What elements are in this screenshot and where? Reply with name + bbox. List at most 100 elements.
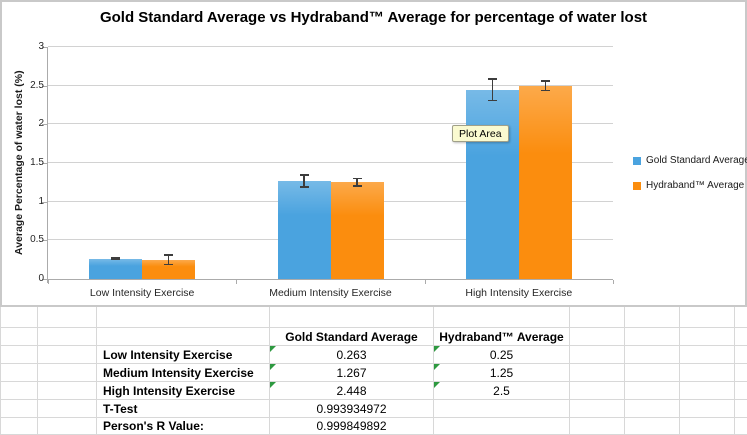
legend-swatch-icon (633, 181, 641, 190)
row-label-cell[interactable]: Medium Intensity Exercise (97, 364, 270, 382)
table-cell[interactable] (38, 346, 97, 364)
table-cell[interactable] (735, 418, 747, 435)
plot-area[interactable] (42, 46, 614, 284)
value-cell[interactable]: 1.25 (434, 364, 570, 382)
y-axis-line (47, 47, 48, 283)
table-cell[interactable] (735, 328, 747, 346)
table-cell[interactable] (97, 307, 270, 328)
bar[interactable] (89, 258, 143, 280)
error-bar-cap (111, 257, 121, 259)
table-cell[interactable] (0, 364, 38, 382)
table-cell[interactable] (38, 400, 97, 418)
table-cell[interactable] (680, 382, 735, 400)
table-cell[interactable] (570, 400, 625, 418)
bar[interactable] (330, 182, 384, 279)
table-header-cell[interactable]: Hydraband™ Average (434, 328, 570, 346)
bar[interactable] (465, 89, 519, 280)
table-cell[interactable] (625, 418, 680, 435)
error-bar-line (167, 254, 170, 266)
spreadsheet: Gold Standard Average Hydraband™ Average L… (0, 307, 747, 435)
error-bar-cap (164, 254, 174, 256)
table-cell[interactable] (625, 307, 680, 328)
table-cell[interactable] (0, 400, 38, 418)
error-bar-cap (352, 177, 362, 180)
table-cell[interactable] (97, 328, 270, 346)
row-label-cell[interactable]: T-Test (97, 400, 270, 418)
y-tick-label: 0 (38, 273, 44, 284)
error-bar-cap (352, 185, 362, 187)
row-label-cell[interactable]: High Intensity Exercise (97, 382, 270, 400)
table-cell[interactable] (0, 382, 38, 400)
table-cell[interactable] (680, 307, 735, 328)
legend-item[interactable]: Gold Standard Average (633, 155, 747, 166)
legend-item-label: Gold Standard Average (646, 155, 747, 166)
table-cell[interactable] (570, 328, 625, 346)
table-cell[interactable] (0, 307, 38, 328)
table-cell[interactable] (625, 328, 680, 346)
legend-swatch-icon (633, 156, 641, 165)
bar[interactable] (142, 259, 196, 280)
table-cell[interactable] (625, 382, 680, 400)
table-cell[interactable] (680, 418, 735, 435)
table-cell[interactable] (434, 307, 570, 328)
table-cell[interactable] (570, 346, 625, 364)
error-bar-line (356, 177, 358, 187)
table-row: High Intensity Exercise 2.448 2.5 (0, 382, 747, 400)
legend[interactable]: Gold Standard Average Hydraband™ Average (633, 155, 747, 205)
table-cell[interactable] (625, 346, 680, 364)
table-header-cell[interactable]: Gold Standard Average (270, 328, 434, 346)
value-cell[interactable]: 2.5 (434, 382, 570, 400)
row-label-cell[interactable]: Person's R Value: (97, 418, 270, 435)
table-cell[interactable] (270, 307, 434, 328)
table-cell[interactable] (735, 346, 747, 364)
table-row: Person's R Value: 0.999849892 (0, 418, 747, 435)
table-cell[interactable] (570, 364, 625, 382)
table-cell[interactable] (0, 418, 38, 435)
table-cell[interactable] (570, 418, 625, 435)
table-row (0, 307, 747, 328)
bar[interactable] (518, 85, 572, 280)
value-cell[interactable]: 0.993934972 (270, 400, 434, 418)
table-cell[interactable] (735, 307, 747, 328)
value-cell[interactable]: 1.267 (270, 364, 434, 382)
table-cell[interactable] (0, 328, 38, 346)
value-cell[interactable] (434, 418, 570, 435)
value-cell[interactable]: 0.263 (270, 346, 434, 364)
error-bar-cap (299, 174, 309, 176)
table-cell[interactable] (680, 364, 735, 382)
table-cell[interactable] (735, 382, 747, 400)
value-cell[interactable]: 0.25 (434, 346, 570, 364)
table-cell[interactable] (38, 307, 97, 328)
table-row: Low Intensity Exercise 0.263 0.25 (0, 346, 747, 364)
value-cell[interactable] (434, 400, 570, 418)
table-cell[interactable] (680, 346, 735, 364)
table-cell[interactable] (0, 346, 38, 364)
value-cell[interactable]: 0.999849892 (270, 418, 434, 435)
table-cell[interactable] (735, 364, 747, 382)
chart-container[interactable]: Gold Standard Average vs Hydraband™ Aver… (0, 0, 747, 307)
table-cell[interactable] (680, 328, 735, 346)
y-axis-tick (42, 240, 47, 242)
table-cell[interactable] (625, 364, 680, 382)
error-bar-cap (540, 89, 550, 92)
legend-item[interactable]: Hydraband™ Average (633, 180, 747, 191)
y-tick-label: 2 (38, 118, 44, 130)
row-label-cell[interactable]: Low Intensity Exercise (97, 346, 270, 364)
table-cell[interactable] (735, 400, 747, 418)
table-cell[interactable] (38, 418, 97, 435)
table-cell[interactable] (570, 382, 625, 400)
table-cell[interactable] (38, 364, 97, 382)
value-cell[interactable]: 2.448 (270, 382, 434, 400)
table-cell[interactable] (38, 328, 97, 346)
y-axis-tick (42, 201, 47, 203)
table-cell[interactable] (625, 400, 680, 418)
bar[interactable] (277, 181, 331, 279)
table-row: T-Test 0.993934972 (0, 400, 747, 418)
chart-title[interactable]: Gold Standard Average vs Hydraband™ Aver… (99, 9, 648, 26)
table-cell[interactable] (570, 307, 625, 328)
table-cell[interactable] (38, 382, 97, 400)
table-cell[interactable] (680, 400, 735, 418)
gridline (48, 162, 613, 163)
x-category-label: Low Intensity Exercise (89, 287, 195, 299)
error-flag-triangle-icon (270, 364, 276, 370)
